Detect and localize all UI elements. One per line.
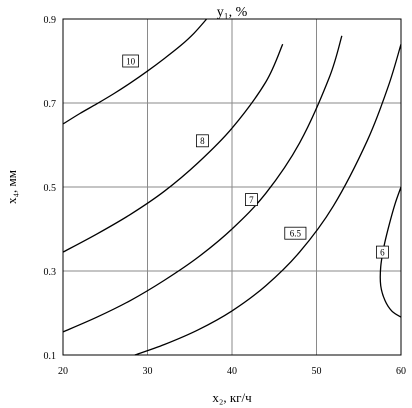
contour-label: 7 <box>245 193 258 207</box>
contour-label: 6 <box>376 245 389 259</box>
contour-label: 6.5 <box>284 226 307 240</box>
contour-line-1 <box>62 43 284 253</box>
x-tick-label: 50 <box>312 366 322 377</box>
y-axis-label: x₄, мм <box>4 170 19 204</box>
contour-label-box <box>376 245 389 259</box>
y-tick-label: 0.1 <box>44 351 57 362</box>
grid <box>62 18 402 356</box>
x-tick-label: 40 <box>227 366 237 377</box>
contour-labels: 10 8 7 6.5 6 <box>122 54 389 259</box>
contour-label-text: 10 <box>126 56 136 66</box>
contour-label-box <box>245 193 258 207</box>
contour-label: 10 <box>122 54 139 68</box>
contour-label-text: 7 <box>249 195 254 205</box>
x-tick-label: 60 <box>396 366 406 377</box>
contour-label-box <box>196 134 209 148</box>
x-axis-label: x₂, кг/ч <box>212 390 252 405</box>
contour-lines <box>62 18 402 356</box>
x-tick-label: 30 <box>143 366 153 377</box>
contour-line-2 <box>62 35 343 333</box>
y-tick-label: 0.5 <box>44 183 57 194</box>
contour-line-3 <box>134 44 402 356</box>
contour-label-text: 6.5 <box>290 229 302 239</box>
contour-line-0 <box>62 18 208 125</box>
contour-line-4 <box>379 186 402 318</box>
y-tick-label: 0.3 <box>44 267 57 278</box>
contour-label-box <box>284 226 307 240</box>
y-axis-ticks: 0.1 0.3 0.5 0.7 0.9 <box>44 15 57 362</box>
x-axis-ticks: 20 30 40 50 60 <box>58 366 406 377</box>
contour-label-box <box>122 54 139 68</box>
chart-title: y₁, % <box>217 5 248 20</box>
contour-label-text: 8 <box>200 136 205 146</box>
y-tick-label: 0.9 <box>44 15 57 26</box>
contour-label-text: 6 <box>380 247 385 257</box>
y-tick-label: 0.7 <box>44 99 57 110</box>
x-tick-label: 20 <box>58 366 68 377</box>
contour-label: 8 <box>196 134 209 148</box>
